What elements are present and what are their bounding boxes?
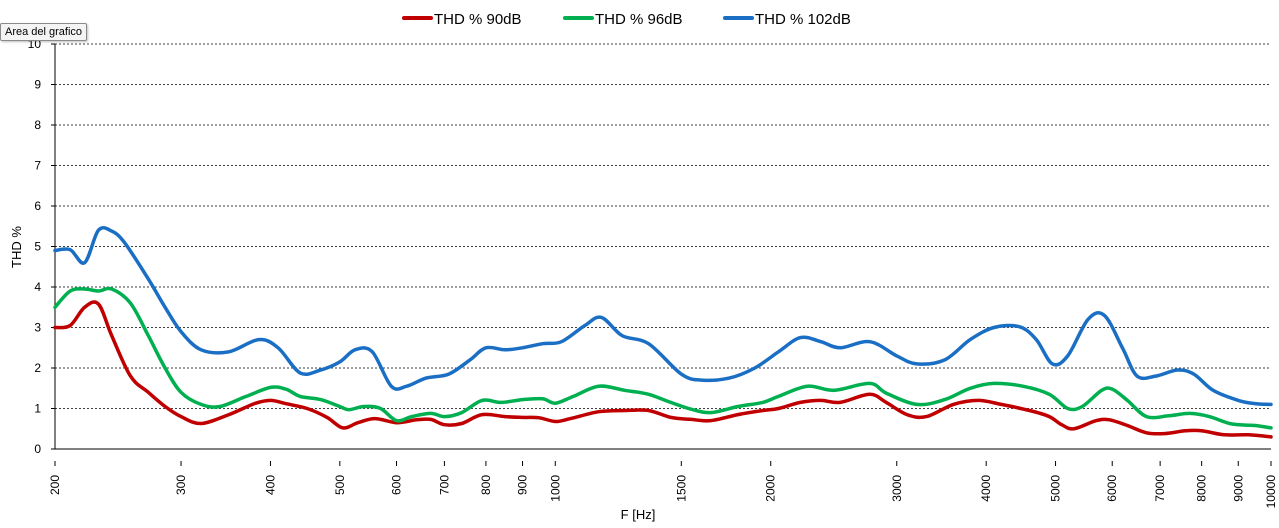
legend: THD % 90dB THD % 96dB THD % 102dB [402, 11, 851, 28]
x-tick-label-6000: 6000 [1105, 475, 1119, 502]
series-line-2 [53, 286, 1273, 430]
x-tick-label-3000: 3000 [890, 475, 904, 502]
x-tick-label-5000: 5000 [1049, 475, 1063, 502]
x-tick-label-8000: 8000 [1195, 475, 1209, 502]
x-axis-label: F [Hz] [621, 507, 656, 522]
x-tick-label-7000: 7000 [1153, 475, 1167, 502]
y-tick-label-7: 7 [34, 159, 41, 173]
y-axis-label: THD % [9, 226, 24, 268]
x-tick-label-9000: 9000 [1231, 475, 1245, 502]
legend-label-1: THD % 90dB [434, 11, 522, 28]
x-tick-label-600: 600 [389, 475, 403, 495]
series-line-1 [53, 300, 1273, 439]
y-tick-label-5: 5 [34, 240, 41, 254]
legend-label-3: THD % 102dB [755, 11, 851, 28]
y-tick-label-0: 0 [34, 442, 41, 456]
y-tick-label-4: 4 [34, 280, 41, 294]
y-tick-label-1: 1 [34, 402, 41, 416]
x-tick-label-700: 700 [437, 475, 451, 495]
x-tick-label-1000: 1000 [548, 475, 562, 502]
x-tick-label-1500: 1500 [674, 475, 688, 502]
series-lines [53, 225, 1273, 439]
x-tick-label-400: 400 [263, 475, 277, 495]
x-tick-label-800: 800 [479, 475, 493, 495]
x-tick-label-300: 300 [174, 475, 188, 495]
series-line-3 [53, 225, 1273, 407]
x-tick-label-200: 200 [48, 475, 62, 495]
y-tick-label-2: 2 [34, 361, 41, 375]
x-tick-label-500: 500 [333, 475, 347, 495]
x-tick-labels: 200 300 400 500 600 700 800 900 1000 1500 2000 3000… [48, 461, 1278, 508]
x-tick-label-2000: 2000 [764, 475, 778, 502]
y-tick-label-9: 9 [34, 78, 41, 92]
x-tick-label-4000: 4000 [979, 475, 993, 502]
x-tick-label-10000: 10000 [1264, 475, 1278, 509]
y-tick-label-6: 6 [34, 199, 41, 213]
legend-label-2: THD % 96dB [595, 11, 683, 28]
x-tick-label-900: 900 [516, 475, 530, 495]
chart-area-tooltip: Area del grafico [0, 23, 88, 41]
y-tick-label-8: 8 [34, 118, 41, 132]
y-tick-label-3: 3 [34, 321, 41, 335]
